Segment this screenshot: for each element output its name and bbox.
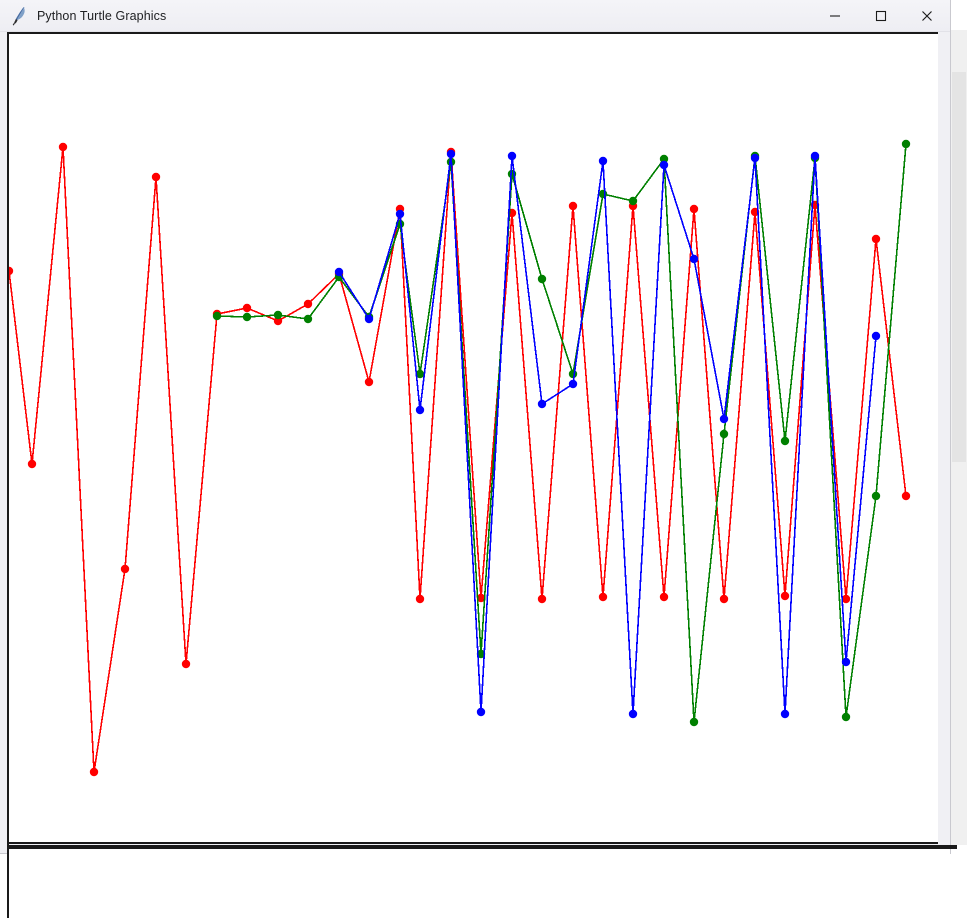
data-point <box>780 709 790 719</box>
data-point <box>537 274 547 284</box>
data-point <box>841 712 851 722</box>
data-point <box>273 310 283 320</box>
minimize-button[interactable] <box>812 0 858 31</box>
data-point <box>242 312 252 322</box>
data-point <box>273 316 283 326</box>
window-title: Python Turtle Graphics <box>37 8 167 23</box>
data-point <box>750 153 760 163</box>
data-point <box>659 154 669 164</box>
data-point <box>27 459 37 469</box>
data-point <box>598 592 608 602</box>
data-point <box>58 142 68 152</box>
multi-series-line-plot <box>9 139 911 777</box>
data-point <box>689 254 699 264</box>
data-point <box>507 151 517 161</box>
data-point <box>9 266 14 276</box>
data-point <box>212 311 222 321</box>
data-point <box>780 436 790 446</box>
close-button[interactable] <box>904 0 950 31</box>
window-titlebar[interactable]: Python Turtle Graphics <box>0 0 950 32</box>
data-point <box>181 659 191 669</box>
data-point <box>719 414 729 424</box>
data-point <box>598 189 608 199</box>
data-point <box>120 564 130 574</box>
data-point <box>719 429 729 439</box>
data-point <box>689 204 699 214</box>
data-point <box>841 594 851 604</box>
data-point <box>841 657 851 667</box>
data-point <box>476 707 486 717</box>
background-scrollbar[interactable] <box>950 30 967 845</box>
series-blue <box>334 149 881 719</box>
data-point <box>151 172 161 182</box>
data-point <box>568 201 578 211</box>
data-point <box>364 314 374 324</box>
data-point <box>568 379 578 389</box>
data-point <box>810 151 820 161</box>
data-point <box>415 369 425 379</box>
data-point <box>476 649 486 659</box>
data-point <box>415 405 425 415</box>
data-point <box>901 139 911 149</box>
series-layer <box>9 139 911 777</box>
data-point <box>871 234 881 244</box>
data-point <box>871 331 881 341</box>
turtle-canvas[interactable] <box>7 32 938 844</box>
data-point <box>303 314 313 324</box>
data-point <box>364 377 374 387</box>
data-point <box>537 399 547 409</box>
data-point <box>476 593 486 603</box>
data-point <box>659 592 669 602</box>
series-red <box>9 142 911 777</box>
data-point <box>689 717 699 727</box>
canvas-left-border <box>7 32 9 845</box>
data-point <box>537 594 547 604</box>
series-green <box>212 139 911 727</box>
data-point <box>568 369 578 379</box>
data-point <box>719 594 729 604</box>
data-point <box>89 767 99 777</box>
turtle-graphics-window: Python Turtle Graphics <box>0 0 950 853</box>
window-bottom-border <box>7 845 957 849</box>
maximize-button[interactable] <box>858 0 904 31</box>
data-point <box>415 594 425 604</box>
data-point <box>871 491 881 501</box>
data-point <box>628 709 638 719</box>
series-line-blue <box>338 153 877 715</box>
background-scrollbar-thumb[interactable] <box>952 72 966 462</box>
series-line-green <box>216 143 907 723</box>
data-point <box>598 156 608 166</box>
data-point <box>303 299 313 309</box>
data-point <box>446 149 456 159</box>
data-point <box>659 160 669 170</box>
lower-panel <box>7 849 950 918</box>
data-point <box>901 491 911 501</box>
data-point <box>242 303 252 313</box>
data-point <box>395 209 405 219</box>
data-point <box>334 267 344 277</box>
python-feather-icon <box>9 5 31 27</box>
data-point <box>628 196 638 206</box>
data-point <box>780 591 790 601</box>
